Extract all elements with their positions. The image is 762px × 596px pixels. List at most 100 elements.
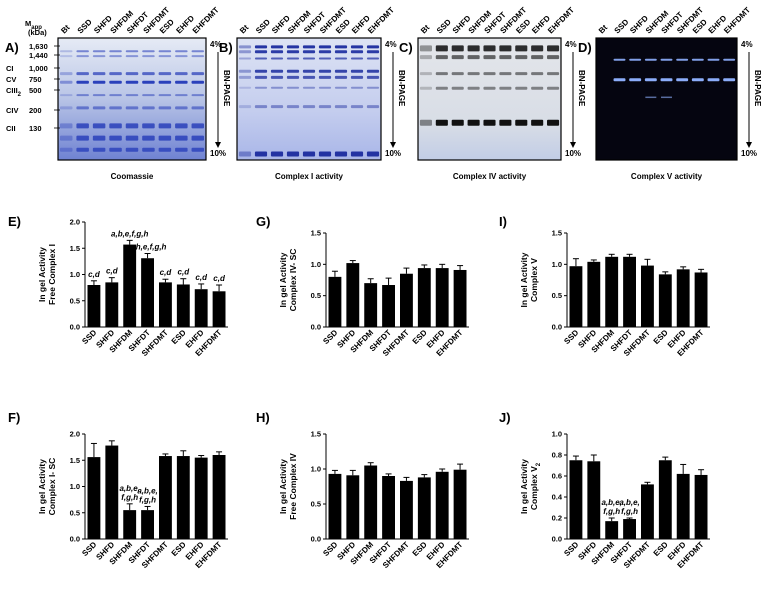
mw-marker: CIII2 500 bbox=[6, 86, 60, 98]
gel-band bbox=[451, 45, 464, 52]
gel-band bbox=[318, 105, 332, 109]
mw-header-m-sub: app bbox=[31, 25, 42, 31]
gel-band bbox=[467, 45, 480, 52]
bar-chart-5: J) 0.0 0.2 0.4 0.6 0.8 1.0 In gel Activity Compl… bbox=[499, 410, 710, 570]
gel-band bbox=[531, 55, 544, 60]
bar bbox=[400, 480, 413, 539]
gel-panel-1: B)Bt SSDSHFDSHFDMSHFDTSHFDMTESDEHFDEHFDMT… bbox=[219, 5, 406, 181]
bn-page-label: BN-PAGE bbox=[577, 70, 586, 107]
bar bbox=[587, 261, 601, 327]
gel-band bbox=[109, 50, 122, 53]
gel-band bbox=[350, 151, 364, 157]
bn-page-label: BN-PAGE bbox=[222, 70, 231, 107]
gel-arrow-head bbox=[746, 142, 752, 148]
y-axis-label: Complex I- SC bbox=[47, 458, 57, 516]
gel-band bbox=[366, 57, 380, 60]
gel-band bbox=[318, 69, 332, 73]
gel-band bbox=[76, 94, 89, 97]
gel-band bbox=[302, 45, 316, 49]
gel-band bbox=[435, 45, 448, 52]
y-tick-label: 1.0 bbox=[552, 430, 562, 439]
gel-band bbox=[350, 86, 364, 89]
y-axis-label: Free Complex IV bbox=[288, 453, 298, 520]
gel-band bbox=[691, 78, 704, 82]
y-tick-label: 1.0 bbox=[552, 260, 562, 269]
panel-label: J) bbox=[499, 410, 511, 425]
y-tick-label: 1.0 bbox=[311, 260, 321, 269]
bar bbox=[159, 456, 172, 539]
kda-label: 1,000 bbox=[29, 64, 48, 73]
gel-band bbox=[142, 72, 155, 76]
gel-lane: Bt bbox=[597, 23, 610, 36]
gel-image bbox=[595, 37, 738, 161]
gel-band bbox=[286, 69, 300, 73]
gel-band bbox=[467, 119, 480, 126]
lane-label: Bt bbox=[59, 23, 72, 36]
gel-band bbox=[483, 72, 496, 76]
mw-marker: CI 1,000 bbox=[6, 64, 60, 73]
gel-band bbox=[191, 135, 205, 141]
gel-band bbox=[435, 86, 448, 90]
gel-band bbox=[547, 119, 560, 126]
panel-label: H) bbox=[256, 410, 270, 425]
gel-band bbox=[59, 94, 73, 97]
gel-band bbox=[531, 72, 544, 76]
bar bbox=[346, 263, 360, 327]
bar bbox=[328, 473, 342, 539]
gel-band bbox=[59, 80, 73, 84]
gel-band bbox=[254, 86, 268, 89]
lane-label: SSD bbox=[254, 17, 272, 35]
gel-band bbox=[254, 69, 268, 73]
gel-band bbox=[92, 72, 106, 76]
gel-band bbox=[59, 55, 73, 58]
gel-band bbox=[350, 69, 364, 73]
gel-band bbox=[419, 119, 432, 126]
bar-group: SSD bbox=[562, 258, 583, 346]
bar bbox=[569, 266, 583, 327]
gel-band bbox=[660, 58, 673, 61]
y-tick-label: 1.5 bbox=[70, 244, 80, 253]
complex-label: CI bbox=[6, 64, 14, 73]
gel-band bbox=[92, 55, 106, 58]
gel-band bbox=[318, 57, 332, 60]
y-tick-label: 1.0 bbox=[70, 482, 80, 491]
lane-label: Bt bbox=[238, 23, 251, 36]
bar bbox=[382, 476, 395, 539]
gel-image bbox=[236, 37, 382, 161]
gel-band bbox=[515, 72, 528, 76]
gel-band bbox=[350, 45, 364, 49]
gel-band bbox=[76, 55, 89, 58]
gel-band bbox=[435, 55, 448, 60]
gel-band bbox=[109, 94, 122, 97]
gel-band bbox=[238, 75, 252, 79]
bar-group: SSD bbox=[80, 280, 101, 346]
gel-band bbox=[483, 119, 496, 126]
gel-band bbox=[419, 45, 432, 52]
gel-band bbox=[59, 147, 73, 152]
gel-band bbox=[334, 69, 348, 73]
gel-band bbox=[467, 86, 480, 90]
bar bbox=[123, 244, 137, 327]
gel-band bbox=[366, 105, 380, 109]
significance-annotation: a,b,e, bbox=[619, 498, 639, 507]
gel-band bbox=[175, 123, 188, 129]
significance-annotation: g,h,e,f,g,h bbox=[128, 243, 167, 252]
gel-band bbox=[158, 80, 172, 84]
mw-marker: CII 130 bbox=[6, 124, 60, 133]
y-tick-label: 0.8 bbox=[552, 451, 562, 460]
bar bbox=[676, 269, 690, 327]
gel-band bbox=[109, 72, 122, 76]
bar bbox=[676, 473, 690, 539]
gel-band bbox=[334, 57, 348, 60]
bn-page-label: BN-PAGE bbox=[753, 70, 762, 107]
gel-band bbox=[270, 86, 284, 89]
gel-band bbox=[661, 96, 672, 99]
gel-band bbox=[451, 86, 464, 90]
gel-band bbox=[175, 55, 188, 58]
gel-band bbox=[318, 45, 332, 49]
gel-band bbox=[302, 105, 316, 109]
significance-annotation: c,d bbox=[106, 267, 119, 276]
y-tick-label: 0.0 bbox=[311, 323, 321, 332]
significance-annotation: a,b,e, bbox=[137, 486, 157, 495]
gel-band bbox=[59, 106, 73, 110]
